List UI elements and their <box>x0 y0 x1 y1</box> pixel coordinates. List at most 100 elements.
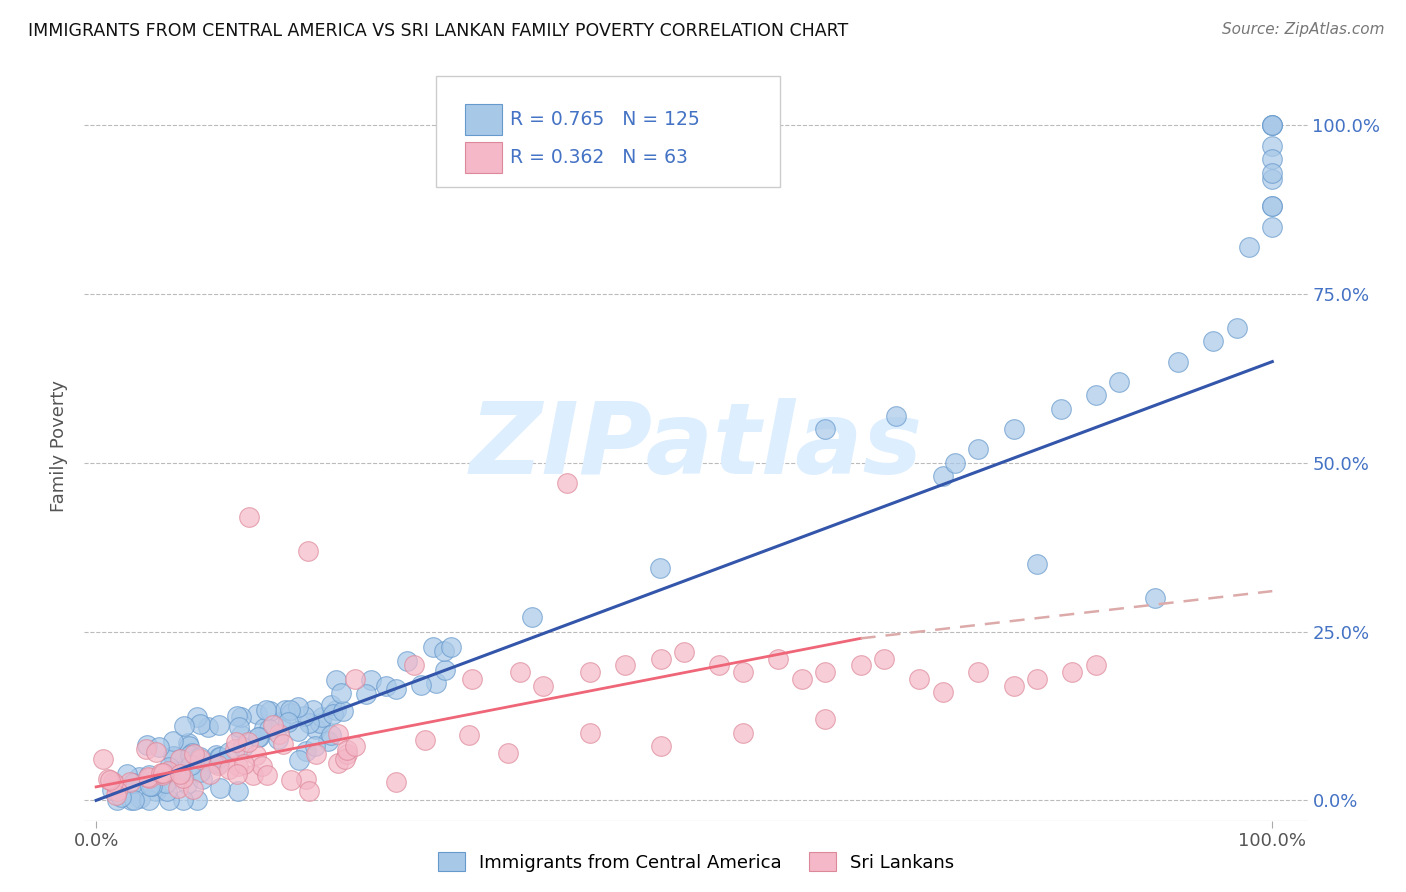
Point <box>179 739 201 753</box>
Point <box>135 742 157 756</box>
Point <box>157 760 180 774</box>
Point <box>298 784 321 798</box>
Point <box>103 775 125 789</box>
Point <box>252 758 274 772</box>
Point <box>141 780 163 794</box>
Point <box>440 640 463 654</box>
Point <box>1261 152 1284 166</box>
Point <box>932 469 955 483</box>
Point <box>188 717 211 731</box>
Legend: Immigrants from Central America, Sri Lankans: Immigrants from Central America, Sri Lan… <box>430 846 962 879</box>
Point <box>814 712 837 726</box>
Point <box>190 752 212 766</box>
Point <box>298 716 321 731</box>
Point <box>1062 665 1084 680</box>
Point <box>229 709 252 723</box>
Point <box>176 777 198 791</box>
Point <box>156 783 179 797</box>
Point <box>121 776 143 790</box>
Point <box>328 727 350 741</box>
Point <box>138 771 160 785</box>
Point <box>190 750 212 764</box>
Point <box>152 767 174 781</box>
Point <box>332 704 354 718</box>
Point <box>614 658 637 673</box>
Point <box>335 752 357 766</box>
Point <box>326 756 349 770</box>
Point <box>385 775 408 789</box>
Point <box>138 768 160 782</box>
Point <box>280 706 302 721</box>
Point <box>295 772 318 786</box>
Point <box>325 702 347 716</box>
Point <box>138 771 160 785</box>
Point <box>461 672 484 686</box>
Point <box>188 764 211 779</box>
Point <box>197 720 219 734</box>
Point <box>172 771 194 785</box>
Point <box>731 665 754 680</box>
Point <box>579 665 602 680</box>
Point <box>295 744 318 758</box>
Point <box>1261 119 1284 133</box>
Point <box>233 756 256 771</box>
Point <box>253 722 276 736</box>
Point <box>650 561 672 575</box>
Point <box>322 706 344 721</box>
Point <box>122 793 145 807</box>
Point <box>319 698 342 712</box>
Point <box>186 710 208 724</box>
Point <box>184 750 207 764</box>
Point <box>256 703 278 717</box>
Point <box>1108 375 1130 389</box>
Point <box>1084 658 1107 673</box>
Point <box>208 749 231 764</box>
Point <box>433 664 456 678</box>
Point <box>170 764 193 778</box>
Point <box>458 728 481 742</box>
Point <box>360 673 382 687</box>
Point <box>555 476 578 491</box>
Point <box>128 770 150 784</box>
Point <box>138 793 160 807</box>
Point <box>1261 219 1284 234</box>
Point <box>267 731 290 746</box>
Point <box>262 718 284 732</box>
Point <box>155 776 177 790</box>
Point <box>319 728 342 742</box>
Point <box>129 790 152 805</box>
Point <box>396 654 419 668</box>
Point <box>152 765 174 780</box>
Point <box>354 687 377 701</box>
Point <box>259 704 281 718</box>
Point <box>1143 591 1166 605</box>
Point <box>425 676 447 690</box>
Point <box>305 722 328 736</box>
Text: ZIPatlas: ZIPatlas <box>470 398 922 494</box>
Point <box>208 780 231 795</box>
Point <box>225 766 247 780</box>
Point <box>531 679 554 693</box>
Point <box>246 730 269 744</box>
Point <box>145 784 167 798</box>
Point <box>173 719 195 733</box>
Point <box>150 766 173 780</box>
Point <box>343 739 366 754</box>
Point <box>496 746 519 760</box>
Point <box>232 739 254 754</box>
Point <box>650 651 672 665</box>
Point <box>226 784 249 798</box>
Point <box>172 793 194 807</box>
Point <box>1049 401 1071 416</box>
Point <box>105 784 128 798</box>
Point <box>967 442 990 457</box>
Point <box>120 793 142 807</box>
Point <box>1002 422 1025 436</box>
Point <box>105 793 128 807</box>
Point <box>267 727 290 741</box>
Point <box>305 747 328 761</box>
Point <box>1261 172 1284 186</box>
Point <box>100 782 122 797</box>
Point <box>522 609 544 624</box>
Point <box>673 645 696 659</box>
